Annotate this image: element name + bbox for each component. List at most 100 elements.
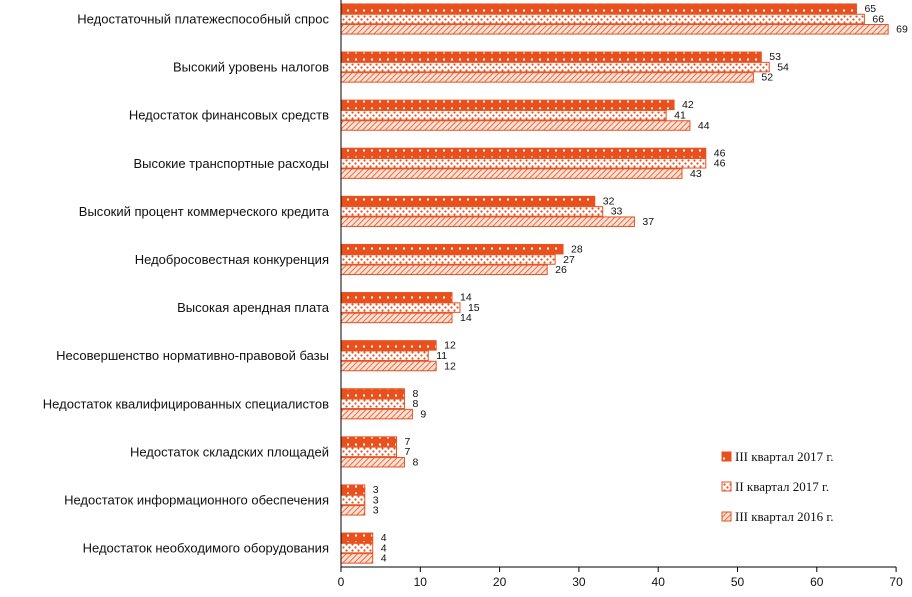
category-label: Высокие транспортные расходы: [134, 156, 330, 171]
value-label: 54: [777, 61, 789, 73]
category-label: Несовершенство нормативно-правовой базы: [56, 348, 329, 363]
value-label: 9: [420, 408, 426, 420]
value-label: 8: [412, 388, 418, 400]
bar: [340, 206, 604, 217]
category-label: Недостаток необходимого оборудования: [83, 541, 329, 556]
x-tick-label: 70: [889, 575, 903, 589]
value-label: 44: [698, 120, 710, 132]
bar: [340, 446, 398, 458]
bar: [340, 264, 548, 276]
value-label: 33: [611, 206, 623, 218]
value-label: 4: [381, 542, 387, 554]
value-label: 32: [603, 195, 615, 207]
bar: [340, 436, 398, 447]
value-label: 53: [769, 51, 781, 63]
value-label: 69: [896, 24, 908, 36]
bar: [340, 388, 405, 399]
bar: [340, 505, 366, 516]
bar: [340, 168, 683, 179]
bar: [340, 99, 675, 111]
bar: [340, 13, 865, 25]
value-label: 4: [381, 553, 387, 565]
value-label: 46: [714, 158, 726, 170]
category-label: Недостаток складских площадей: [130, 444, 329, 459]
bar: [340, 398, 405, 410]
value-label: 11: [436, 350, 447, 362]
bar: [340, 195, 596, 207]
category-label: Недобросовестная конкуренция: [135, 252, 329, 267]
x-tick-label: 40: [652, 575, 666, 589]
category-label: Недостаток квалифицированных специалисто…: [43, 396, 329, 411]
x-tick-label: 0: [338, 575, 345, 589]
value-label: 7: [405, 436, 411, 448]
x-tick-label: 60: [810, 575, 824, 589]
bar: [340, 340, 437, 351]
value-label: 37: [642, 216, 654, 228]
bar: [340, 158, 707, 169]
value-label: 3: [373, 484, 379, 496]
value-labels-layer: 6566695354524241444646433233372827261415…: [373, 3, 908, 565]
bar: [340, 408, 413, 420]
value-label: 26: [555, 264, 567, 276]
value-label: 42: [682, 99, 694, 111]
category-label: Недостаточный платежеспособный спрос: [77, 12, 329, 27]
bar: [340, 553, 374, 564]
value-label: 66: [872, 13, 884, 25]
x-tick-label: 30: [572, 575, 586, 589]
bar: [340, 72, 754, 83]
legend-label: III квартал 2016 г.: [735, 509, 833, 524]
value-label: 52: [761, 72, 773, 84]
category-label: Высокий уровень налогов: [173, 60, 329, 75]
value-label: 14: [460, 312, 472, 324]
value-label: 4: [381, 532, 387, 544]
value-label: 46: [714, 147, 726, 159]
legend-swatch: [721, 511, 732, 522]
bar: [340, 109, 667, 121]
category-label: Недостаток информационного обеспечения: [64, 493, 329, 508]
legend-swatch: [721, 481, 732, 492]
value-label: 28: [571, 243, 583, 255]
value-label: 3: [373, 505, 379, 517]
value-label: 65: [864, 3, 876, 15]
value-label: 12: [444, 340, 456, 352]
bar: [340, 484, 366, 495]
value-label: 14: [460, 292, 472, 304]
bar: [340, 147, 707, 159]
category-label: Высокая арендная плата: [177, 300, 330, 315]
bar: [340, 532, 374, 544]
bar: [340, 302, 461, 313]
value-label: 43: [690, 168, 702, 180]
value-label: 7: [405, 446, 411, 458]
bar: [340, 312, 453, 324]
bar: [340, 3, 857, 14]
x-tick-label: 10: [414, 575, 428, 589]
bar: [340, 120, 691, 131]
legend: III квартал 2017 г. II квартал 2017 г. III…: [721, 449, 833, 524]
bar: [340, 254, 556, 265]
bar: [340, 360, 437, 372]
legend-label: III квартал 2017 г.: [735, 449, 833, 464]
bar: [340, 292, 453, 303]
bar: [340, 61, 770, 73]
value-label: 3: [373, 494, 379, 506]
legend-label: II квартал 2017 г.: [735, 479, 829, 494]
bar: [340, 456, 405, 468]
bar: [340, 51, 762, 63]
value-label: 27: [563, 254, 575, 266]
bar: [340, 542, 374, 554]
value-label: 8: [412, 456, 418, 468]
value-label: 41: [674, 109, 686, 121]
x-tick-label: 20: [493, 575, 507, 589]
x-tick-label: 50: [731, 575, 745, 589]
bar: [340, 350, 429, 361]
axis-layer: 0 10 20 30 40 50 60 70: [338, 0, 903, 589]
category-labels-layer: Недостаточный платежеспособный спрос Высо…: [43, 12, 330, 556]
value-label: 15: [468, 302, 480, 314]
legend-swatch: [721, 451, 732, 462]
category-label: Высокий процент коммерческого кредита: [79, 204, 330, 219]
bar: [340, 24, 889, 35]
bar: [340, 494, 366, 506]
value-label: 8: [412, 398, 418, 410]
